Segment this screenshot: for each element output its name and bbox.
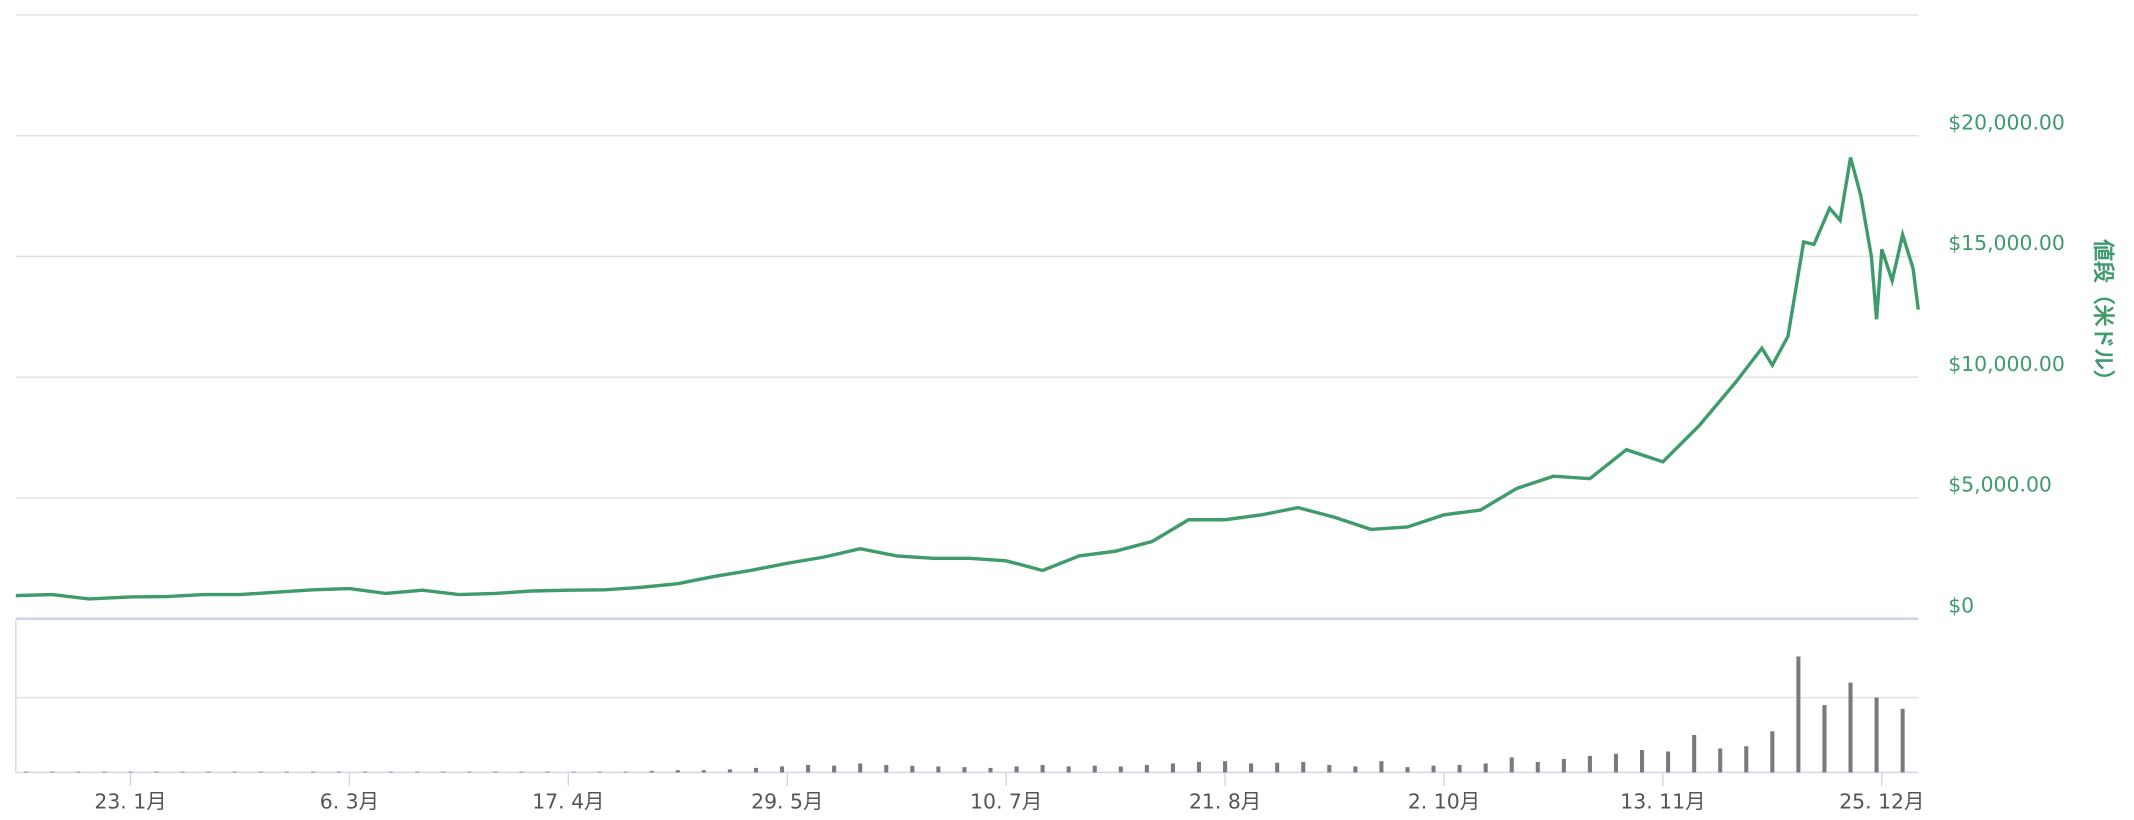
x-tick-label: 21. 8月 xyxy=(1189,789,1261,813)
volume-bar xyxy=(1405,767,1410,773)
volume-bar xyxy=(832,765,837,773)
volume-bar xyxy=(727,769,732,773)
x-tick-label: 6. 3月 xyxy=(320,789,379,813)
volume-bar xyxy=(284,771,289,773)
volume-bar xyxy=(180,771,185,773)
volume-bar xyxy=(441,771,446,773)
volume-bar xyxy=(884,764,889,773)
volume-bar xyxy=(701,770,706,773)
volume-bar xyxy=(102,771,107,773)
volume-bar xyxy=(336,771,342,773)
volume-bar xyxy=(1639,749,1645,773)
volume-bar xyxy=(1275,762,1280,773)
volume-bar xyxy=(1796,656,1801,773)
volume-bar xyxy=(1118,766,1123,773)
y-tick-label: $15,000.00 xyxy=(1948,231,2065,255)
volume-bar xyxy=(519,771,524,773)
volume-bar xyxy=(1587,755,1592,773)
volume-bar xyxy=(962,767,967,773)
volume-bar xyxy=(232,771,237,773)
price-line xyxy=(15,157,1920,601)
volume-bar xyxy=(675,770,680,773)
volume-bar xyxy=(1900,708,1905,773)
volume-bar xyxy=(154,771,159,773)
volume-bar xyxy=(467,771,472,773)
volume-bar xyxy=(24,771,29,773)
volume-bar xyxy=(571,771,576,773)
volume-bar xyxy=(1431,765,1436,773)
volume-bar xyxy=(779,766,785,773)
volume-bar xyxy=(1692,735,1697,773)
volume-bar xyxy=(1874,697,1879,773)
volume-bar xyxy=(1770,731,1775,773)
volume-bar xyxy=(1301,761,1306,773)
volume-bar xyxy=(1718,748,1723,773)
volume-bar xyxy=(1223,761,1228,773)
volume-bar xyxy=(50,771,55,773)
volume-bar xyxy=(493,771,498,773)
volume-bar xyxy=(1379,761,1384,773)
y-tick-label: $5,000.00 xyxy=(1948,473,2052,497)
x-tick-label: 2. 10月 xyxy=(1408,789,1480,813)
volume-bar xyxy=(389,771,394,773)
volume-bar xyxy=(910,765,915,773)
x-tick-label: 25. 12月 xyxy=(1839,789,1924,813)
volume-bar xyxy=(1353,766,1358,773)
volume-bar xyxy=(597,771,602,773)
volume-bar xyxy=(1040,764,1045,773)
volume-bar xyxy=(753,767,758,773)
volume-bar xyxy=(1066,766,1071,773)
volume-bar xyxy=(1457,764,1462,773)
volume-bar xyxy=(649,770,654,773)
volume-bar xyxy=(1744,746,1749,773)
volume-bar xyxy=(128,771,133,773)
volume-bar xyxy=(1666,751,1671,773)
volume-bar xyxy=(1196,761,1202,773)
volume-bar xyxy=(310,771,315,773)
volume-bar xyxy=(1144,764,1149,773)
volume-bar xyxy=(415,771,420,773)
volume-bar xyxy=(545,771,550,773)
volume-bar xyxy=(1509,757,1514,773)
volume-bar xyxy=(1822,705,1827,773)
volume-bar xyxy=(1249,763,1254,773)
volume-bar xyxy=(1327,764,1332,773)
volume-bar xyxy=(1535,761,1540,773)
x-tick-label: 17. 4月 xyxy=(532,789,604,813)
volume-bar xyxy=(988,767,993,773)
volume-bar xyxy=(623,771,628,773)
volume-bar xyxy=(1483,763,1488,773)
volume-bar xyxy=(936,766,941,773)
volume-bar xyxy=(363,771,368,773)
volume-bar xyxy=(206,771,211,773)
volume-bar xyxy=(76,771,81,773)
volume-bar xyxy=(806,764,811,773)
x-tick-label: 10. 7月 xyxy=(970,789,1042,813)
y-axis-title: 値段（米ドル） xyxy=(2090,238,2116,391)
y-tick-label: $10,000.00 xyxy=(1948,352,2065,376)
volume-bar xyxy=(1092,765,1097,773)
volume-bar xyxy=(1561,758,1566,773)
volume-bar xyxy=(1170,763,1175,773)
y-tick-label: $20,000.00 xyxy=(1948,110,2065,134)
volume-bar xyxy=(1848,682,1853,773)
volume-bar xyxy=(258,771,263,773)
x-tick-label: 23. 1月 xyxy=(94,789,166,813)
y-tick-label: $0 xyxy=(1948,594,1974,618)
volume-bar xyxy=(1014,766,1019,773)
x-tick-label: 29. 5月 xyxy=(751,789,823,813)
volume-bar xyxy=(858,763,863,773)
volume-bar xyxy=(1613,753,1619,773)
x-tick-label: 13. 11月 xyxy=(1620,789,1705,813)
